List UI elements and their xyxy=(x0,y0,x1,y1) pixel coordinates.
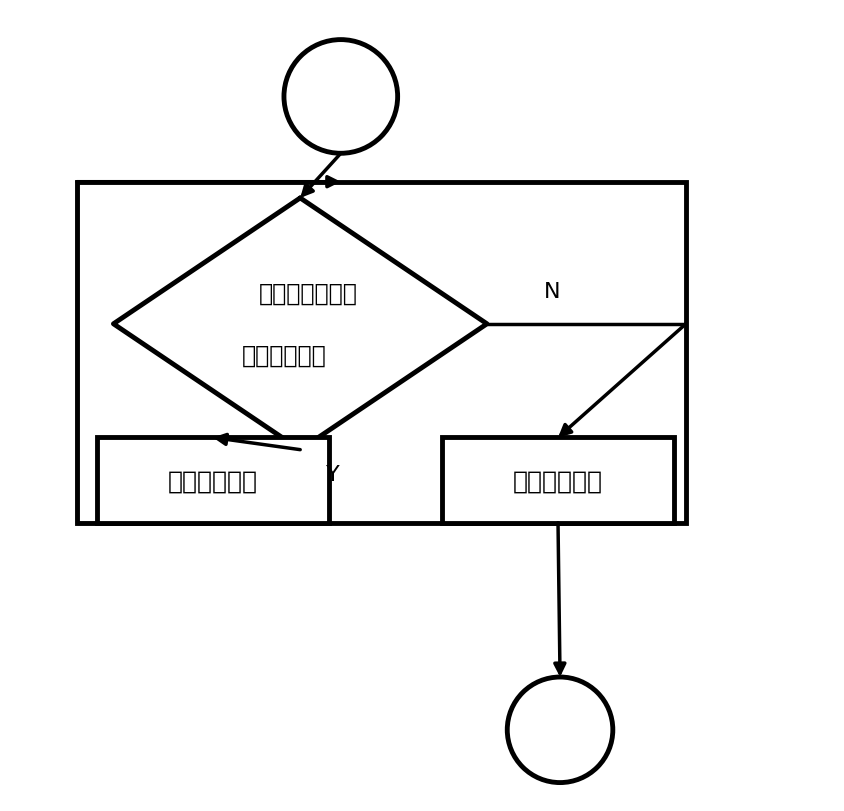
Text: 是否收到正确的: 是否收到正确的 xyxy=(259,281,358,306)
Text: N: N xyxy=(544,282,560,302)
FancyBboxPatch shape xyxy=(442,438,674,523)
FancyBboxPatch shape xyxy=(97,438,328,523)
Text: 关闭所有输出: 关闭所有输出 xyxy=(513,469,603,492)
Text: 输出对应功能: 输出对应功能 xyxy=(168,469,258,492)
Text: Y: Y xyxy=(326,465,339,484)
Text: 发射器数据？: 发射器数据？ xyxy=(241,343,327,367)
